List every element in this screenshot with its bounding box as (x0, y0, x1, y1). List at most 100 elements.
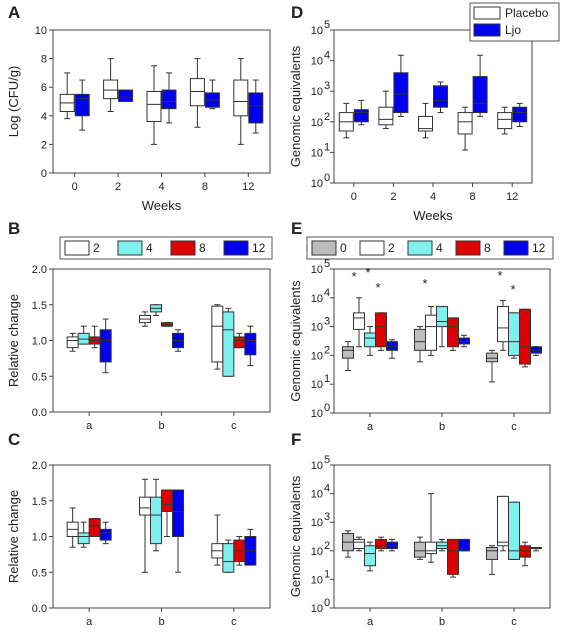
x-axis-label: Weeks (142, 198, 182, 213)
x-tick-label: 8 (470, 191, 476, 203)
box-Placebo (457, 112, 473, 135)
box-2 (353, 312, 365, 330)
box-4 (508, 501, 520, 560)
box-2 (497, 305, 509, 343)
significance-asterisk: * (365, 265, 370, 280)
box-Placebo (233, 79, 249, 117)
legend-label: 2 (388, 241, 395, 255)
box-0 (486, 547, 498, 560)
legend-label: 8 (199, 241, 206, 255)
y-tick-label: 10 (311, 86, 323, 98)
y-tick-label: 2 (41, 139, 47, 151)
y-tick-label: 2.0 (32, 460, 47, 472)
legend-swatch (473, 6, 501, 20)
y-axis-label: Relative change (6, 294, 21, 387)
significance-asterisk: * (510, 282, 515, 297)
y-tick-exponent: 3 (324, 80, 330, 92)
x-tick-label: b (158, 420, 164, 432)
box-4 (364, 332, 376, 348)
box-4 (77, 532, 90, 545)
y-tick-label: 1.0 (32, 336, 47, 348)
significance-asterisk: * (422, 276, 427, 291)
legend-label: 4 (436, 241, 443, 255)
panel-letter: F (291, 430, 301, 449)
box-12 (458, 538, 470, 552)
box-2 (139, 496, 151, 516)
y-axis-label: Genomic equivalents (288, 280, 303, 402)
y-tick-label: 10 (311, 460, 323, 472)
legend-swatch (117, 240, 143, 256)
y-tick-label: 10 (35, 25, 47, 37)
box-Ljo (433, 85, 448, 108)
y-axis-label: Relative change (6, 490, 21, 583)
legend-box (59, 236, 273, 260)
box-0 (414, 328, 426, 351)
y-tick-label: 10 (311, 147, 323, 159)
box-2 (425, 314, 437, 351)
box-4 (222, 543, 235, 573)
legend-label: 12 (252, 241, 266, 255)
box-Placebo (146, 90, 162, 123)
y-tick-label: 1.0 (32, 532, 47, 544)
box-8 (447, 317, 459, 348)
y-tick-label: 0 (41, 168, 47, 180)
x-tick-label: 12 (506, 191, 518, 203)
y-tick-label: 10 (311, 293, 323, 305)
x-tick-label: b (158, 616, 164, 628)
y-tick-exponent: 3 (324, 316, 330, 328)
x-tick-label: 12 (242, 181, 254, 193)
y-tick-label: 10 (311, 603, 323, 615)
legend-label: 4 (146, 241, 153, 255)
box-8 (233, 336, 246, 349)
y-tick-label: 0.5 (32, 371, 47, 383)
panel-letter: C (8, 430, 20, 449)
legend-swatch (311, 240, 337, 256)
y-axis-label: Log (CFU/g) (6, 66, 21, 138)
legend-swatch (407, 240, 433, 256)
legend-swatch (359, 240, 385, 256)
box-8 (375, 312, 387, 348)
x-tick-label: c (511, 616, 517, 628)
significance-asterisk: * (497, 268, 502, 283)
box-0 (342, 346, 354, 359)
significance-asterisk: * (375, 280, 380, 295)
y-tick-label: 0.0 (32, 407, 47, 419)
panel-letter: E (291, 219, 302, 238)
y-tick-label: 0.0 (32, 603, 47, 615)
box-0 (486, 352, 498, 363)
y-tick-label: 1.5 (32, 496, 47, 508)
box-2 (211, 305, 224, 363)
legend-swatch (455, 240, 481, 256)
y-tick-label: 10 (311, 264, 323, 276)
box-2 (353, 538, 365, 550)
box-12 (172, 489, 184, 537)
box-4 (436, 305, 448, 328)
y-tick-label: 10 (311, 379, 323, 391)
y-tick-label: 4 (41, 111, 47, 123)
x-tick-label: a (367, 616, 374, 628)
y-tick-exponent: 4 (324, 287, 330, 299)
y-tick-label: 10 (311, 178, 323, 190)
legend-swatch (64, 240, 90, 256)
legend-label: Placebo (505, 6, 549, 20)
y-tick-exponent: 3 (324, 511, 330, 523)
y-tick-exponent: 2 (324, 344, 330, 356)
panel-letter: B (8, 219, 20, 238)
x-tick-label: 8 (202, 181, 208, 193)
legend-label: 8 (484, 241, 491, 255)
box-8 (519, 308, 531, 365)
box-4 (508, 312, 520, 356)
box-Ljo (161, 89, 177, 110)
x-tick-label: c (511, 421, 517, 433)
y-tick-label: 10 (311, 517, 323, 529)
x-tick-label: b (439, 616, 445, 628)
box-Ljo (512, 106, 528, 123)
y-tick-label: 10 (311, 408, 323, 420)
box-8 (447, 538, 459, 575)
y-tick-label: 8 (41, 54, 47, 66)
box-12 (99, 329, 112, 363)
y-tick-label: 10 (311, 25, 323, 37)
panel-letter: A (8, 3, 20, 22)
x-tick-label: 4 (158, 181, 164, 193)
